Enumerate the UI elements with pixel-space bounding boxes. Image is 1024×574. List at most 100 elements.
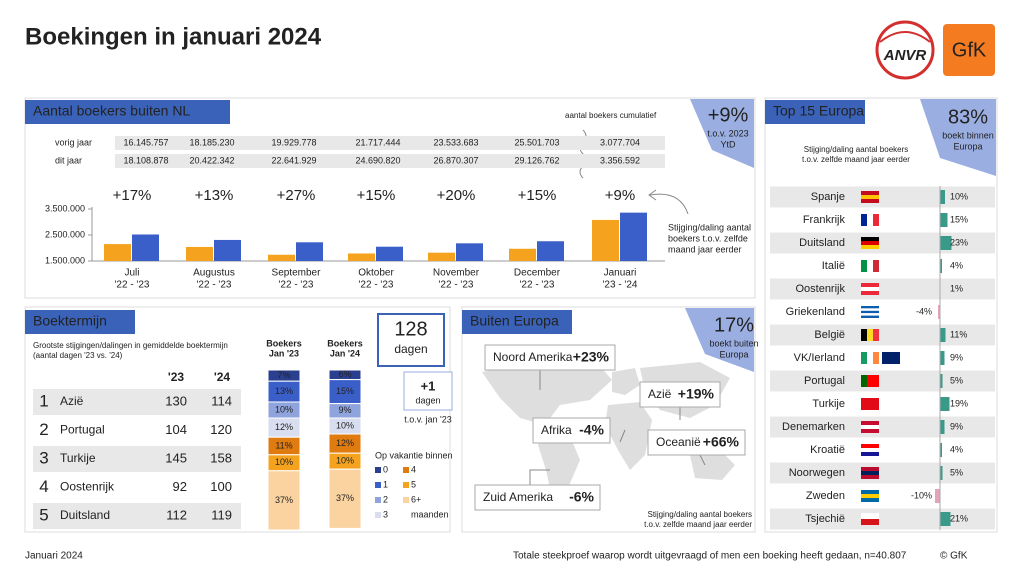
change-label: +27% — [277, 187, 316, 204]
footer-copyright: © GfK — [940, 551, 968, 562]
category-label: Boekers — [266, 338, 302, 348]
row-label: dit jaar — [55, 155, 82, 165]
flag — [873, 375, 879, 387]
logos — [875, 20, 995, 80]
cell: 119 — [211, 507, 232, 522]
bar — [940, 512, 951, 526]
region-name: Zuid Amerika — [483, 490, 553, 504]
country: Italië — [822, 260, 845, 272]
flag — [861, 241, 879, 245]
logo-text: ANVR — [883, 47, 927, 64]
region-name: Oceanië — [656, 435, 701, 449]
value-label: 10% — [950, 191, 968, 201]
badge-shape — [690, 99, 754, 168]
value-label: 15% — [950, 214, 968, 224]
country: VK/Ierland — [794, 352, 845, 364]
segment-label: 12% — [336, 438, 354, 448]
segment-label: 15% — [336, 386, 354, 396]
bar — [940, 397, 950, 411]
badge-text: boekt binnen — [942, 130, 994, 140]
flag — [861, 287, 879, 291]
value-label: 4% — [950, 444, 963, 454]
segment-label: 6% — [338, 369, 351, 379]
value-label: -4% — [916, 306, 932, 316]
country: België — [814, 329, 845, 341]
region-change: +66% — [703, 434, 740, 450]
legend-label: 4 — [411, 464, 416, 474]
annotation-arrow — [649, 193, 689, 215]
flag — [861, 306, 879, 309]
bar — [376, 246, 403, 261]
x-tick-label: December — [514, 268, 561, 279]
flag — [861, 260, 867, 272]
value-label: 9% — [950, 421, 963, 431]
badge-value: 17% — [714, 314, 754, 336]
flag — [873, 329, 879, 341]
subtitle: (aantal dagen '23 vs. '24) — [33, 351, 123, 360]
change-label: +15% — [518, 187, 557, 204]
bar — [940, 420, 945, 434]
region-change: -6% — [569, 489, 594, 505]
bar — [940, 236, 952, 250]
x-tick-sublabel: '22 - '23 — [115, 280, 150, 291]
bar — [214, 239, 241, 261]
flag — [861, 475, 879, 479]
badges — [685, 99, 996, 372]
segment-label: 9% — [338, 405, 351, 415]
badge-note: t.o.v. jan '23 — [404, 414, 452, 424]
segment-label: 11% — [275, 440, 292, 450]
region-change: +23% — [573, 349, 610, 365]
bar — [938, 305, 940, 319]
rank: 4 — [39, 477, 48, 496]
flag — [861, 421, 879, 425]
y-tick-label: 2.500.000 — [45, 229, 85, 239]
change-label: +20% — [437, 187, 476, 204]
cell: 104 — [165, 422, 187, 437]
badge-shape — [920, 99, 996, 176]
note: Stijging/daling aantal boekers — [647, 510, 752, 519]
flag — [861, 195, 879, 199]
flag — [861, 448, 879, 452]
bar — [935, 489, 940, 503]
segment-label: 7% — [277, 370, 290, 380]
cell: 120 — [210, 422, 232, 437]
country: Noorwegen — [789, 467, 845, 479]
rank: 1 — [39, 391, 48, 410]
value-label: 19% — [950, 398, 968, 408]
badge-unit: dagen — [394, 342, 427, 356]
row-label: vorig jaar — [55, 137, 92, 147]
badge-change-unit: dagen — [415, 395, 440, 405]
badge-change: +1 — [421, 378, 436, 393]
flag — [861, 452, 879, 456]
map-north-america — [482, 362, 612, 425]
segment-label: 13% — [275, 386, 293, 396]
segment-label: 37% — [275, 495, 293, 505]
panel-header — [462, 310, 572, 334]
badge-value: 128 — [394, 318, 427, 340]
table-cell: 20.422.342 — [189, 155, 234, 165]
country: Kroatië — [810, 444, 845, 456]
x-tick-label: Juli — [124, 268, 139, 279]
table-cell: 3.356.592 — [600, 155, 640, 165]
note: Stijging/daling aantal boekers — [804, 145, 909, 154]
category-label: Jan '24 — [330, 348, 360, 358]
bar — [592, 219, 619, 261]
bar — [537, 241, 564, 261]
country: Portugal — [60, 423, 105, 437]
country: Tsjechië — [805, 513, 845, 525]
panel-title: Boektermijn — [33, 313, 107, 329]
country: Duitsland — [60, 508, 110, 522]
table-cell: 18.108.878 — [123, 155, 168, 165]
row-band — [770, 186, 995, 208]
badge-text: Europa — [719, 349, 748, 359]
value-label: 5% — [950, 375, 963, 385]
cell: 114 — [211, 393, 232, 408]
flag — [861, 214, 867, 226]
row-band — [770, 278, 995, 300]
panel-header — [25, 100, 230, 124]
region-name: Azië — [648, 387, 672, 401]
flag — [861, 315, 879, 318]
badge-value: +9% — [708, 104, 749, 126]
x-tick-sublabel: '22 - '23 — [279, 280, 314, 291]
